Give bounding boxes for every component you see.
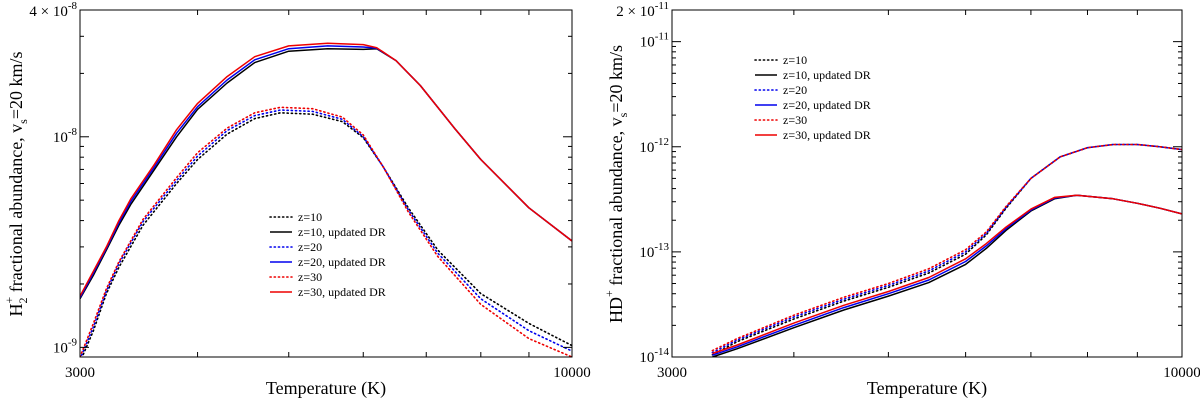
right-y-tick-label: 10-14	[639, 346, 669, 366]
left-y-label-subscript: 2	[16, 298, 30, 304]
right-legend-label-4: z=30	[783, 113, 807, 127]
right-y-tick-exponent: -12	[654, 136, 669, 148]
right-x-tick-label: 3000	[657, 365, 687, 381]
right-series-line-5	[712, 194, 1182, 355]
left-y-tick-mantissa: 4 × 10	[29, 4, 67, 20]
left-series-line-0	[81, 112, 572, 357]
right-legend: z=10z=10, updated DRz=20z=20, updated DR…	[754, 53, 871, 142]
left-y-tick-label: 10-8	[53, 126, 78, 146]
right-y-label-subscript-s: s	[616, 112, 630, 117]
right-y-tick-mantissa: 10	[639, 245, 654, 261]
right-y-tick-label: 10-12	[639, 136, 669, 156]
left-y-tick-mantissa: 10	[53, 340, 68, 356]
right-y-tick-label: 2 × 10-11	[616, 0, 669, 20]
left-legend-label-4: z=30	[298, 270, 322, 284]
right-y-tick-exponent: -11	[655, 0, 669, 12]
right-y-tick-mantissa: 10	[639, 140, 654, 156]
right-series-group	[711, 143, 1182, 357]
right-legend-label-0: z=10	[783, 53, 807, 67]
right-y-tick-mantissa: 10	[639, 350, 654, 366]
left-x-tick-label: 3000	[65, 365, 95, 381]
right-series-line-2	[711, 143, 1182, 354]
left-y-label-superscript: +	[2, 297, 16, 304]
right-y-tick-exponent: -14	[654, 346, 669, 358]
left-y-tick-label: 4 × 10-8	[29, 0, 77, 20]
left-series-group	[80, 42, 572, 357]
right-y-tick-mantissa: 2 × 10	[616, 4, 654, 20]
right-legend-label-3: z=20, updated DR	[783, 98, 871, 112]
left-y-label-text-end: =20 km/s	[6, 51, 26, 119]
right-y-label-superscript: +	[602, 290, 616, 297]
left-y-label-species: H	[6, 304, 26, 317]
left-series-line-4	[80, 106, 572, 357]
right-y-axis-label: HD+ fractional abundance, vs=20 km/s	[602, 45, 630, 323]
right-y-tick-label: 10-13	[639, 241, 669, 261]
right-y-tick-label: 10-11	[640, 31, 669, 51]
right-y-tick-mantissa: 10	[640, 35, 655, 51]
left-y-label-subscript-s: s	[16, 119, 30, 124]
left-legend-label-2: z=20	[298, 240, 322, 254]
left-legend: z=10z=10, updated DRz=20z=20, updated DR…	[269, 210, 386, 299]
right-plot-frame	[671, 9, 1183, 358]
left-series-line-5	[80, 42, 572, 297]
left-y-tick-exponent: -8	[68, 0, 78, 12]
left-x-axis-label: Temperature (K)	[266, 378, 386, 399]
left-x-tick-label: 10000	[553, 365, 591, 381]
left-y-axis-label: H2+ fractional abundance, vs=20 km/s	[2, 51, 30, 316]
right-legend-label-2: z=20	[783, 83, 807, 97]
right-y-tick-exponent: -13	[654, 241, 669, 253]
right-x-tick-label: 10000	[1163, 365, 1200, 381]
left-legend-label-1: z=10, updated DR	[298, 225, 386, 239]
left-y-tick-mantissa: 10	[53, 130, 68, 146]
left-y-label-text: fractional abundance, v	[6, 124, 26, 297]
left-y-tick-exponent: -8	[68, 126, 78, 138]
right-legend-label-1: z=10, updated DR	[783, 68, 871, 82]
right-y-tick-exponent: -11	[655, 31, 669, 43]
right-y-label-text-end: =20 km/s	[606, 45, 626, 113]
left-legend-label-0: z=10	[298, 210, 322, 224]
left-legend-label-3: z=20, updated DR	[298, 255, 386, 269]
right-legend-label-5: z=30, updated DR	[783, 128, 871, 142]
left-legend-label-5: z=30, updated DR	[298, 285, 386, 299]
left-series-line-2	[80, 109, 572, 357]
right-y-label-species: HD	[606, 297, 626, 323]
right-series-line-4	[711, 143, 1182, 352]
left-y-tick-exponent: -9	[68, 336, 78, 348]
left-y-tick-label: 10-9	[53, 336, 78, 356]
right-x-axis-label: Temperature (K)	[867, 378, 987, 399]
right-y-label-text: fractional abundance, v	[606, 117, 626, 290]
